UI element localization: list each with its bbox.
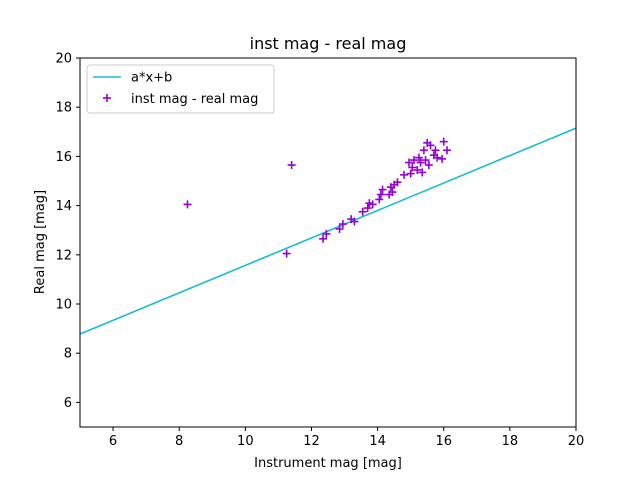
y-tick-label: 20: [55, 52, 72, 67]
y-tick-label: 18: [55, 101, 72, 116]
data-point: [405, 158, 414, 167]
data-point: [358, 207, 367, 216]
x-axis-label: Instrument mag [mag]: [254, 456, 402, 471]
data-point: [388, 188, 397, 197]
chart-title: inst mag - real mag: [250, 34, 407, 53]
y-tick-label: 6: [64, 396, 72, 411]
data-point: [393, 178, 402, 187]
legend-plus-marker: [103, 94, 111, 102]
data-point: [409, 156, 418, 165]
data-point: [335, 224, 344, 233]
data-point: [413, 165, 422, 174]
data-point: [433, 153, 442, 162]
data-point: [282, 249, 291, 258]
x-tick-label: 6: [109, 434, 117, 449]
data-point: [338, 220, 347, 229]
data-point: [418, 168, 427, 177]
data-point: [287, 161, 296, 170]
data-point: [424, 161, 433, 170]
x-tick-label: 16: [435, 434, 452, 449]
fit-line: [80, 127, 576, 335]
legend-point-marker: [103, 94, 111, 102]
data-point: [319, 234, 328, 243]
x-tick-label: 8: [175, 434, 183, 449]
data-point: [400, 170, 409, 179]
data-point: [350, 217, 359, 226]
x-axis-ticks: 6 8 10 12 14 16 18 20: [109, 427, 584, 449]
data-point: [408, 163, 417, 172]
data-points-layer: [183, 137, 452, 258]
data-point: [183, 200, 192, 209]
data-point: [443, 146, 452, 155]
y-tick-label: 14: [55, 199, 72, 214]
data-point: [368, 200, 377, 209]
data-point: [421, 156, 430, 165]
x-tick-label: 14: [369, 434, 386, 449]
fit-line-layer: [80, 127, 576, 335]
y-tick-label: 16: [55, 150, 72, 165]
x-tick-label: 18: [502, 434, 519, 449]
y-tick-label: 8: [64, 347, 72, 362]
data-point: [406, 169, 415, 178]
legend-points-label: inst mag - real mag: [131, 92, 258, 107]
data-point: [376, 190, 385, 199]
data-point: [414, 153, 423, 162]
data-point: [419, 146, 428, 155]
y-tick-label: 12: [55, 248, 72, 263]
axes-frame: [79, 57, 577, 428]
axes: [79, 57, 577, 428]
y-axis-ticks: 6 8 10 12 14 16 18 20: [55, 52, 80, 411]
data-point: [426, 141, 435, 150]
data-point: [438, 154, 447, 163]
data-point: [322, 229, 331, 238]
data-point: [439, 137, 448, 146]
x-tick-label: 12: [303, 434, 320, 449]
legend-box: [86, 64, 275, 114]
data-point: [378, 185, 387, 194]
data-point: [416, 158, 425, 167]
x-tick-label: 10: [237, 434, 254, 449]
y-axis-label: Real mag [mag]: [33, 190, 48, 294]
legend: a*x+b inst mag - real mag: [86, 64, 275, 114]
y-tick-label: 10: [55, 298, 72, 313]
data-point: [431, 146, 440, 155]
data-point: [375, 195, 384, 204]
x-tick-label: 20: [568, 434, 585, 449]
legend-fit-line-label: a*x+b: [131, 71, 172, 86]
data-point: [363, 204, 372, 213]
